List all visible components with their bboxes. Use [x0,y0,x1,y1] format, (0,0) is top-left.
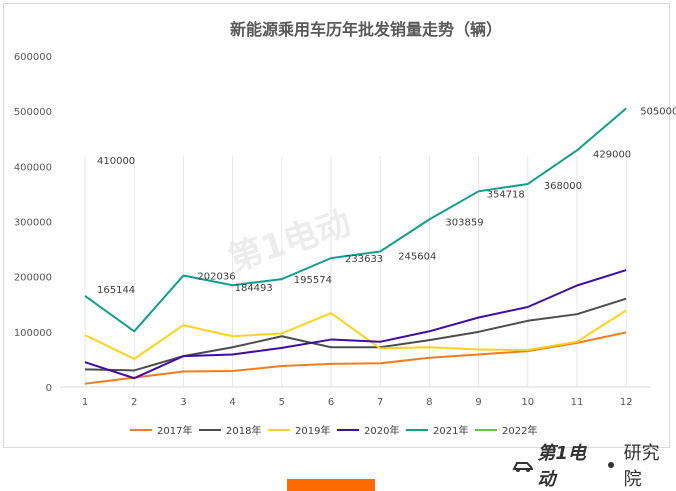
series-line [84,309,627,360]
x-tick-label: 7 [377,397,383,408]
line-chart: 新能源乘用车历年批发销量走势（辆） 第1电动 0 100000 200000 3000… [14,20,676,437]
legend-label: 2021年 [433,424,468,437]
series-line [84,297,627,372]
data-label: 368000 [544,181,582,192]
data-label: 245604 [398,252,436,263]
car-icon [512,462,534,472]
data-label: 505000 [640,106,676,117]
x-tick-label: 11 [571,397,584,408]
y-tick-label: 500000 [14,107,52,118]
x-tick-label: 8 [426,397,432,408]
y-tick-label: 300000 [14,218,52,229]
brand-dot [607,462,614,468]
data-label: 303859 [445,217,483,228]
y-tick-label: 100000 [14,328,52,339]
y-tick-label: 0 [46,383,52,394]
series-line [84,107,627,333]
data-label: 410000 [97,156,135,167]
x-tick-label: 5 [279,397,285,408]
legend-label: 2022年 [502,424,537,437]
watermark-text: 第1电动 [224,203,356,280]
brand-suffix: 研究院 [623,443,660,490]
x-tick-label: 12 [620,397,633,408]
data-label: 429000 [593,149,631,160]
y-tick-label: 400000 [14,162,52,173]
brand-logo: 第1电动 研究院 [512,443,676,490]
data-label: 233633 [345,254,383,265]
x-tick-label: 6 [328,397,334,408]
chart-frame [3,3,670,448]
series-line [84,269,627,380]
y-tick-label: 200000 [14,273,52,284]
data-label: 184493 [235,283,273,294]
data-label: 354718 [487,189,525,200]
footer-accent-bar [287,479,375,491]
brand-name: 第1电动 [537,443,586,490]
data-label: 202036 [197,272,235,283]
chart-title: 新能源乘用车历年批发销量走势（辆） [230,20,502,39]
legend-label: 2017年 [157,424,192,437]
x-tick-label: 10 [521,397,534,408]
legend-label: 2019年 [295,424,330,437]
data-label: 165144 [97,285,135,296]
series-line [84,331,627,385]
legend-label: 2020年 [364,424,399,437]
x-tick-label: 9 [475,397,481,408]
x-tick-label: 2 [131,397,137,408]
data-label: 195574 [294,275,332,286]
legend-label: 2018年 [226,424,261,437]
x-tick-label: 3 [180,397,186,408]
x-tick-label: 4 [229,397,235,408]
watermark-logo: 第1电动 [224,203,356,280]
y-tick-label: 600000 [14,52,52,63]
x-tick-label: 1 [82,397,88,408]
